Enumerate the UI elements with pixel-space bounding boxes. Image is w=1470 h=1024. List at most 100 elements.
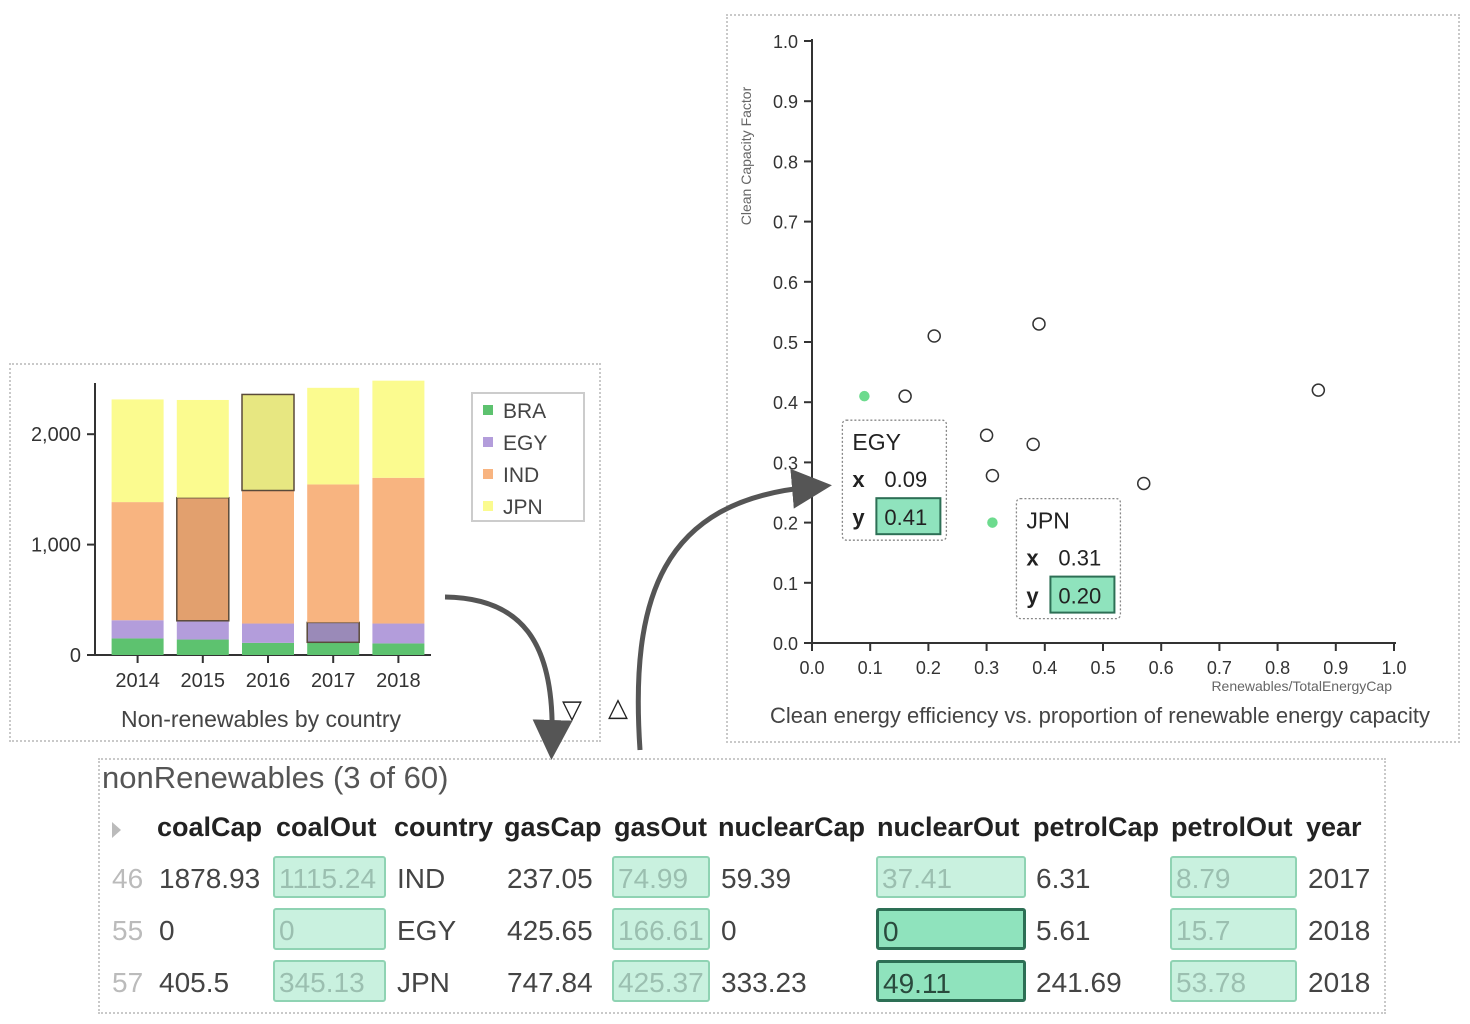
highlighted-point-jpn — [985, 515, 1000, 530]
bar-segment-egy-2017 — [306, 621, 360, 644]
table-cell-highlighted[interactable]: 53.78 — [1170, 960, 1297, 1002]
x-tick-label: 2017 — [311, 670, 356, 692]
bar-segment-ind-2016 — [242, 490, 294, 624]
bar-segment-ind-2018 — [372, 477, 425, 624]
bar-segment-bra-2018 — [372, 643, 425, 655]
x-tick-label: 1.0 — [1381, 658, 1406, 678]
bar-segment-jpn-2018 — [372, 380, 425, 478]
bar-segment-bra-2017 — [307, 642, 360, 655]
table-cell: 2018 — [1308, 915, 1371, 946]
table-cell: 405.5 — [159, 967, 230, 998]
table-cell: 747.84 — [507, 967, 593, 998]
scatter-chart: 0.00.0 0.1 0.1 0.2 0.2 0.3 0.3 0.4 0.4 0.5 0.5 0.6 0… — [738, 32, 1430, 728]
filter-up-arrow[interactable]: △ — [608, 692, 628, 722]
column-header-gasCap[interactable]: gasCap — [504, 812, 602, 842]
tooltip-x-key: x — [852, 467, 865, 492]
tooltip-y-key: y — [852, 505, 865, 530]
scatter-point — [898, 389, 912, 403]
y-tick-label: 0.4 — [773, 393, 798, 413]
y-tick-label: 0.6 — [773, 273, 798, 293]
table-cell-highlighted[interactable]: 0 — [273, 908, 386, 950]
data-table-panel: nonRenewables (3 of 60) coalCap coalOut … — [98, 758, 1386, 1014]
y-tick-label: 0.2 — [773, 514, 798, 534]
x-tick-label: 2015 — [181, 670, 226, 692]
tooltip-x-key: x — [1026, 546, 1039, 571]
tooltip-y-highlight — [1049, 575, 1116, 614]
column-header-coalOut[interactable]: coalOut — [276, 812, 377, 842]
table-cell: EGY — [397, 915, 457, 946]
table-cell-selected[interactable]: 49.11 — [876, 960, 1026, 1002]
bar-segment-egy-2014 — [111, 620, 164, 639]
tooltip-jpn: JPN x 0.31 y 0.20 — [1015, 497, 1122, 620]
table-cell-highlighted[interactable]: 345.13 — [273, 960, 386, 1002]
y-tick-label: 1.0 — [773, 32, 798, 52]
row-index: 57 — [112, 967, 144, 998]
x-tick-label: 0.1 — [858, 658, 883, 678]
column-header-year[interactable]: year — [1306, 812, 1362, 842]
x-tick-label: 2016 — [246, 670, 291, 692]
tooltip-x-value: 0.31 — [1058, 546, 1101, 571]
table-cell: 333.23 — [721, 967, 807, 998]
table-cell-highlighted[interactable]: 1115.24 — [273, 856, 386, 898]
bar-segment-egy-2018 — [372, 623, 425, 644]
table-cell: 237.05 — [507, 863, 593, 894]
x-tick-label: 0.8 — [1265, 658, 1290, 678]
column-header-petrolCap[interactable]: petrolCap — [1033, 812, 1160, 842]
y-tick-label: 1,000 — [31, 535, 81, 557]
table-cell: 241.69 — [1036, 967, 1122, 998]
tooltip-egy: EGY x 0.09 y 0.41 — [841, 419, 948, 541]
column-header-country[interactable]: country — [394, 812, 494, 842]
table-cell-highlighted[interactable]: 8.79 — [1170, 856, 1297, 898]
table-cell: IND — [397, 863, 446, 894]
scatter-point — [1026, 437, 1040, 452]
tooltip-x-value: 0.09 — [884, 467, 927, 492]
y-tick-label: 0.3 — [773, 453, 798, 473]
tooltip-label: JPN — [1026, 508, 1069, 534]
legend-label-bra: BRA — [503, 400, 546, 423]
table-cell-highlighted[interactable]: 166.61 — [612, 908, 710, 950]
column-header-coalCap[interactable]: coalCap — [157, 812, 263, 842]
table-cell: 0 — [159, 915, 175, 946]
bar-segment-ind-2014 — [111, 502, 164, 621]
scatter-point — [979, 428, 994, 443]
table-cell-highlighted[interactable]: 37.41 — [876, 856, 1026, 898]
y-tick-label: 2,000 — [31, 424, 81, 446]
tooltip-y-highlight — [875, 497, 942, 536]
scatter-point — [927, 329, 941, 343]
bar-segment-egy-2016 — [242, 623, 294, 643]
table-cell: 6.31 — [1036, 863, 1091, 894]
legend-swatch-egy — [483, 437, 493, 447]
tooltip-label: EGY — [852, 429, 901, 455]
legend: BRA EGY IND JPN — [471, 392, 585, 522]
table-cell: 1878.93 — [159, 863, 261, 894]
legend-label-egy: EGY — [503, 432, 547, 455]
bar-segment-jpn-2016 — [241, 393, 295, 492]
highlighted-point-egy — [857, 389, 872, 403]
row-index: 55 — [112, 915, 144, 946]
table-cell-highlighted[interactable]: 74.99 — [612, 856, 710, 898]
scatter-point — [1311, 383, 1326, 397]
tooltip-y-key: y — [1026, 584, 1039, 609]
table-cell-highlighted[interactable]: 425.37 — [612, 960, 710, 1002]
y-tick-label: 0.7 — [773, 213, 798, 233]
bar-chart: 0 1,000 2,000 2014 2015 2016 2017 2018 Non-renew… — [31, 380, 585, 732]
table-cell: 0 — [721, 915, 737, 946]
scatter-point — [1136, 476, 1151, 491]
column-header-gasOut[interactable]: gasOut — [614, 812, 708, 842]
table-cell-selected[interactable]: 0 — [876, 908, 1026, 950]
table-cell-highlighted[interactable]: 15.7 — [1170, 908, 1297, 950]
y-axis-label: Clean Capacity Factor — [738, 86, 754, 225]
scatter-point — [1032, 317, 1046, 331]
bar-chart-panel: 0 1,000 2,000 2014 2015 2016 2017 2018 Non-renew… — [9, 363, 601, 742]
y-tick-label: 0.8 — [773, 152, 798, 172]
y-tick-label: 0.5 — [773, 333, 798, 353]
bar-segment-jpn-2014 — [111, 399, 164, 503]
x-tick-label: 0.5 — [1090, 658, 1115, 678]
column-header-nuclearCap[interactable]: nuclearCap — [718, 812, 866, 842]
legend-swatch-jpn — [483, 501, 493, 511]
expand-rows-icon[interactable] — [112, 822, 121, 838]
column-header-nuclearOut[interactable]: nuclearOut — [877, 812, 1020, 842]
bar-segment-bra-2016 — [242, 642, 294, 655]
y-tick-label: 0.9 — [773, 92, 798, 112]
column-header-petrolOut[interactable]: petrolOut — [1171, 812, 1293, 842]
